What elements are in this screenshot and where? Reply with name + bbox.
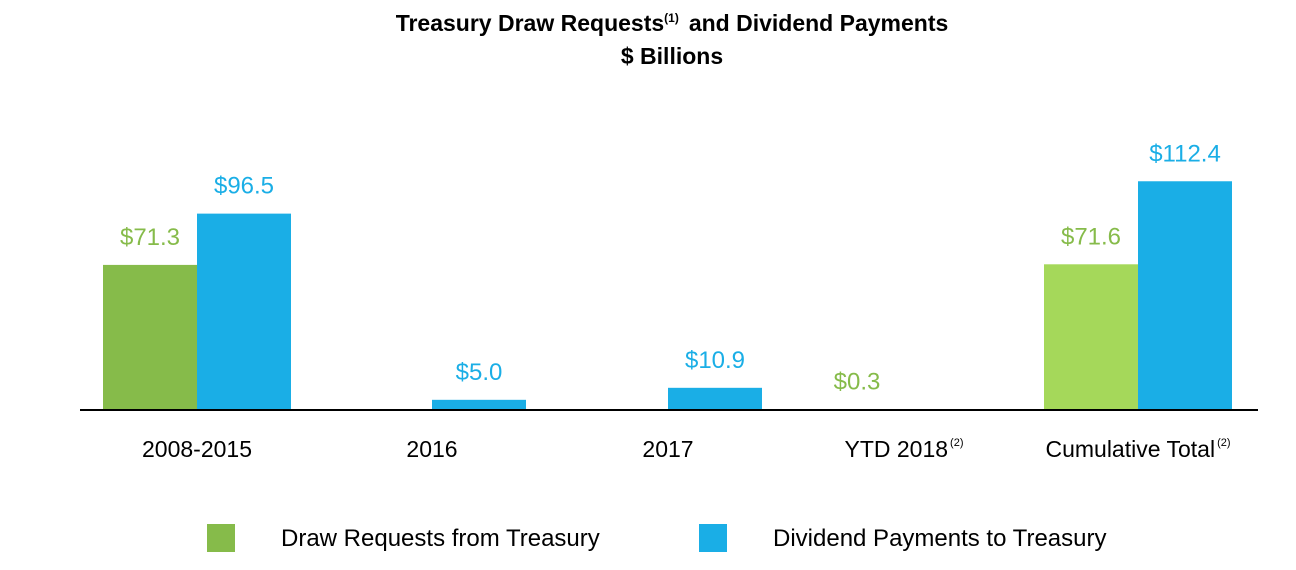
value-label-dividend-4: $112.4: [1149, 140, 1221, 167]
x-tick-label-0: 2008-2015: [142, 436, 252, 462]
legend-swatch-1: [699, 524, 727, 552]
value-labels-group: $71.3 $96.5 $5.0 $10.9 $0.3 $71.6 $112.4: [120, 140, 1221, 395]
bar-dividend-4: [1138, 181, 1232, 410]
legend-swatch-0: [207, 524, 235, 552]
bar-dividend-2: [668, 387, 762, 410]
chart-subtitle: $ Billions: [621, 43, 723, 69]
x-tick-label-1: 2016: [406, 436, 457, 462]
bar-draw-0: [103, 264, 197, 410]
legend-label-0: Draw Requests from Treasury: [281, 525, 600, 552]
value-label-draw-3: $0.3: [834, 368, 881, 395]
x-tick-label-3: YTD 2018 (2): [844, 436, 963, 462]
value-label-draw-4: $71.6: [1061, 223, 1121, 250]
chart-title: Treasury Draw Requests(1) and Dividend Pa…: [396, 10, 949, 36]
value-label-dividend-0: $96.5: [214, 173, 274, 200]
bar-dividend-0: [197, 213, 291, 410]
value-label-dividend-2: $10.9: [685, 347, 745, 374]
bars-group: [103, 181, 1232, 410]
bar-draw-4: [1044, 264, 1138, 410]
bar-dividend-1: [432, 399, 526, 410]
x-tick-label-2: 2017: [642, 436, 693, 462]
legend-label-1: Dividend Payments to Treasury: [773, 525, 1106, 552]
x-tick-label-4: Cumulative Total (2): [1045, 436, 1230, 462]
value-label-draw-0: $71.3: [120, 224, 180, 251]
x-tick-labels-group: 2008-2015 2016 2017 YTD 2018 (2) Cumulative T…: [142, 436, 1231, 462]
value-label-dividend-1: $5.0: [456, 359, 503, 386]
legend: Draw Requests from Treasury Dividend Paym…: [207, 524, 1106, 552]
